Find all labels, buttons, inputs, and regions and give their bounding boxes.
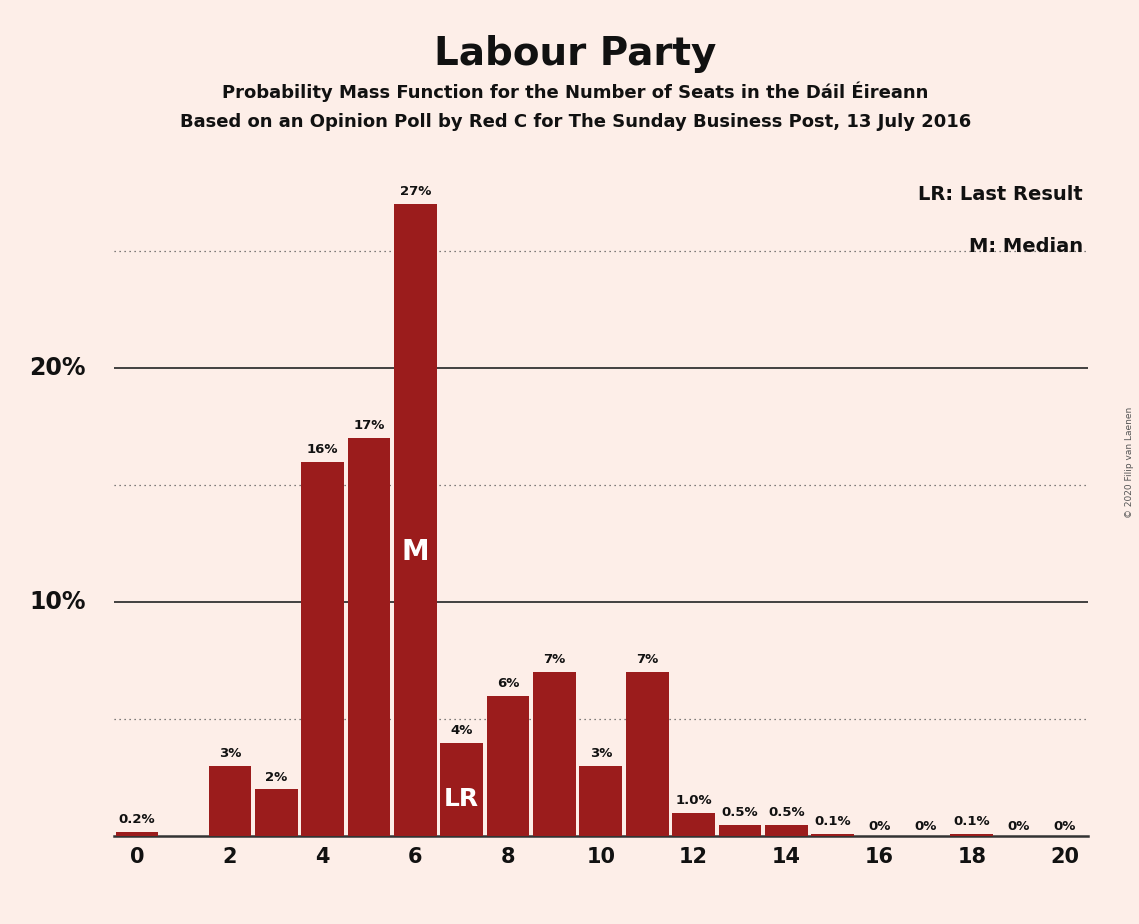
Bar bbox=[441, 743, 483, 836]
Text: 17%: 17% bbox=[353, 419, 385, 432]
Text: 0%: 0% bbox=[1054, 820, 1075, 833]
Text: 0.2%: 0.2% bbox=[118, 813, 155, 826]
Bar bbox=[765, 824, 808, 836]
Bar bbox=[301, 461, 344, 836]
Text: © 2020 Filip van Laenen: © 2020 Filip van Laenen bbox=[1125, 407, 1134, 517]
Text: 7%: 7% bbox=[543, 653, 566, 666]
Text: 0%: 0% bbox=[915, 820, 936, 833]
Bar bbox=[950, 833, 993, 836]
Bar bbox=[672, 813, 715, 836]
Text: M: Median: M: Median bbox=[969, 237, 1083, 256]
Text: 20%: 20% bbox=[30, 356, 87, 380]
Bar bbox=[625, 673, 669, 836]
Bar bbox=[486, 696, 530, 836]
Bar bbox=[116, 832, 158, 836]
Bar bbox=[811, 833, 854, 836]
Text: 3%: 3% bbox=[590, 748, 612, 760]
Bar bbox=[533, 673, 576, 836]
Text: 6%: 6% bbox=[497, 677, 519, 690]
Bar bbox=[580, 766, 622, 836]
Text: 4%: 4% bbox=[451, 723, 473, 736]
Text: LR: Last Result: LR: Last Result bbox=[918, 185, 1083, 204]
Text: 7%: 7% bbox=[636, 653, 658, 666]
Text: 1.0%: 1.0% bbox=[675, 794, 712, 807]
Text: 0%: 0% bbox=[1007, 820, 1030, 833]
Text: 2%: 2% bbox=[265, 771, 287, 784]
Text: 16%: 16% bbox=[306, 443, 338, 456]
Text: 0%: 0% bbox=[868, 820, 891, 833]
Text: 3%: 3% bbox=[219, 748, 241, 760]
Text: M: M bbox=[402, 538, 429, 565]
Text: 0.5%: 0.5% bbox=[722, 806, 759, 819]
Text: 10%: 10% bbox=[30, 590, 87, 614]
Bar bbox=[394, 204, 436, 836]
Text: 27%: 27% bbox=[400, 185, 431, 198]
Text: 0.1%: 0.1% bbox=[814, 815, 851, 828]
Bar bbox=[255, 789, 297, 836]
Text: 0.1%: 0.1% bbox=[953, 815, 990, 828]
Bar bbox=[347, 438, 391, 836]
Text: Probability Mass Function for the Number of Seats in the Dáil Éireann: Probability Mass Function for the Number… bbox=[222, 81, 928, 102]
Text: Based on an Opinion Poll by Red C for The Sunday Business Post, 13 July 2016: Based on an Opinion Poll by Red C for Th… bbox=[180, 113, 970, 130]
Text: Labour Party: Labour Party bbox=[434, 35, 716, 73]
Text: LR: LR bbox=[444, 786, 480, 810]
Bar bbox=[208, 766, 252, 836]
Bar bbox=[719, 824, 761, 836]
Text: 0.5%: 0.5% bbox=[768, 806, 804, 819]
